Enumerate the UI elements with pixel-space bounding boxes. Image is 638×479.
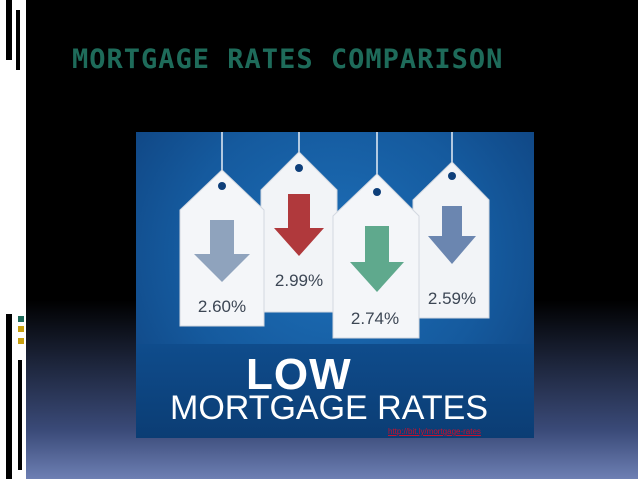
slide-title: MORTGAGE RATES COMPARISON bbox=[72, 44, 504, 75]
down-arrow-icon bbox=[274, 194, 324, 256]
strip-bar bbox=[6, 314, 12, 479]
down-arrow-icon bbox=[350, 226, 404, 292]
strip-bar bbox=[18, 360, 22, 470]
rate-label-4: 2.59% bbox=[428, 289, 476, 308]
headline-mortgage-rates: MORTGAGE RATES bbox=[170, 389, 489, 427]
price-tag-2: 2.99% bbox=[260, 151, 338, 313]
left-decorative-strip bbox=[0, 0, 26, 479]
price-tag-3: 2.74% bbox=[332, 173, 420, 339]
price-tag-4: 2.59% bbox=[412, 161, 490, 319]
price-tag-1: 2.60% bbox=[179, 169, 265, 327]
strip-square bbox=[18, 326, 24, 332]
source-link[interactable]: http://bit.ly/mortgage-rates bbox=[388, 427, 481, 436]
down-arrow-icon bbox=[194, 220, 250, 282]
strip-bar bbox=[6, 0, 12, 60]
rate-label-1: 2.60% bbox=[198, 297, 246, 316]
rate-label-3: 2.74% bbox=[351, 309, 399, 328]
price-tags-graphic: 2.99% 2.59% 2.60% 2.74% bbox=[179, 132, 490, 339]
headline-band bbox=[136, 344, 534, 438]
strip-square bbox=[18, 338, 24, 344]
headline-low: LOW bbox=[246, 350, 352, 399]
down-arrow-icon bbox=[428, 206, 476, 264]
strip-bar bbox=[16, 10, 20, 70]
strip-square bbox=[18, 316, 24, 322]
mortgage-rates-image: 2.99% 2.59% 2.60% 2.74% bbox=[136, 132, 534, 438]
tag-strings bbox=[221, 132, 453, 176]
rate-label-2: 2.99% bbox=[275, 271, 323, 290]
